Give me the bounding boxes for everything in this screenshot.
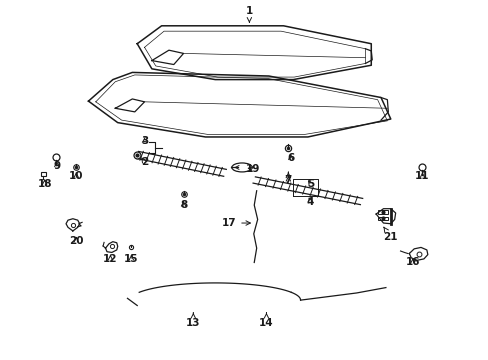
Text: 2: 2 (141, 157, 148, 167)
Text: 13: 13 (185, 313, 200, 328)
Text: 3: 3 (141, 136, 148, 145)
Text: 20: 20 (69, 236, 83, 246)
Text: 10: 10 (69, 171, 83, 181)
Ellipse shape (231, 163, 252, 172)
Text: 18: 18 (37, 179, 52, 189)
Bar (377, 217, 387, 220)
Text: 19: 19 (245, 164, 260, 174)
Text: 1: 1 (245, 6, 252, 22)
Text: 5: 5 (306, 179, 313, 189)
Text: 17: 17 (221, 218, 250, 228)
Text: 16: 16 (405, 257, 419, 267)
Bar (41, 172, 45, 176)
Text: 7: 7 (284, 175, 291, 185)
Text: 9: 9 (53, 161, 60, 171)
Text: 4: 4 (306, 197, 313, 207)
Text: 8: 8 (180, 200, 187, 210)
Bar (377, 210, 387, 214)
Text: 11: 11 (414, 171, 429, 181)
Text: 15: 15 (124, 254, 138, 264)
Text: 14: 14 (259, 313, 273, 328)
Text: 6: 6 (286, 153, 294, 163)
Text: 12: 12 (103, 254, 118, 264)
Text: 21: 21 (383, 227, 397, 242)
